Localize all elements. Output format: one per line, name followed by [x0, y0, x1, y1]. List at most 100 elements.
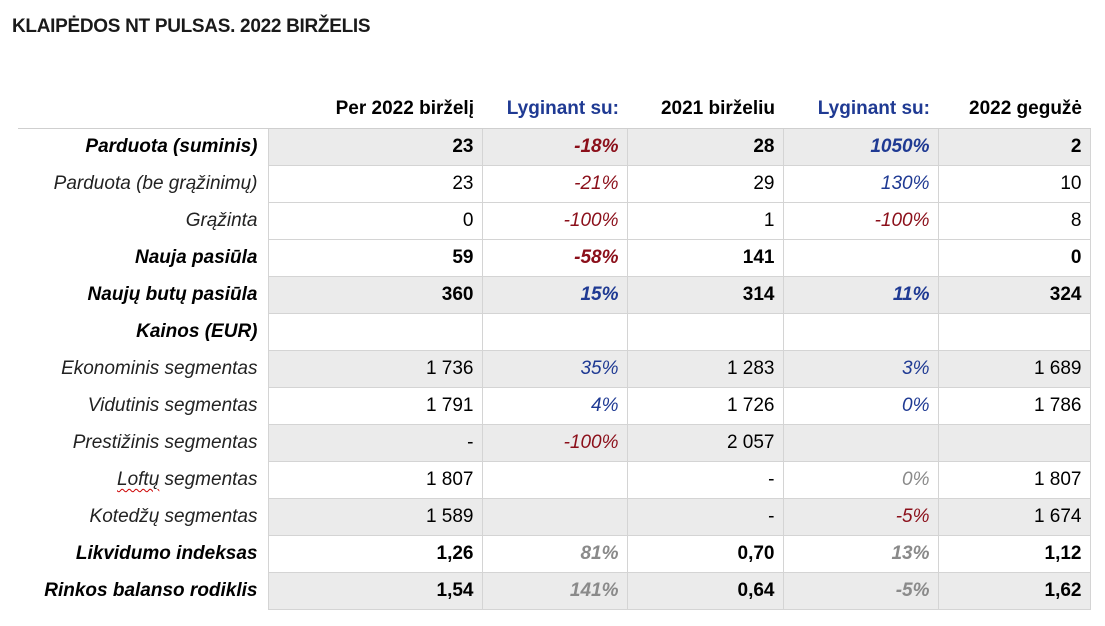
row-label: Parduota (suminis) — [85, 136, 258, 158]
row-label: Ekonominis segmentas — [61, 358, 258, 379]
cell-last-year: 314 — [626, 276, 784, 314]
page-title: KLAIPĖDOS NT PULSAS. 2022 BIRŽELIS — [12, 16, 371, 37]
cell-previous: 324 — [937, 276, 1091, 314]
table-row: Parduota (be grąžinimų) 23 -21% 29 130% … — [18, 165, 1091, 203]
cell-previous: 0 — [937, 239, 1091, 277]
header-row: Per 2022 birželį Lyginant su: 2021 birže… — [18, 90, 1090, 129]
cell-change-1 — [481, 461, 628, 499]
cell-current: 23 — [267, 165, 483, 203]
cell-last-year: 29 — [626, 165, 784, 203]
cell-current: 1 736 — [267, 350, 483, 388]
row-label: Loftų segmentas — [18, 462, 268, 499]
cell-last-year: 0,70 — [626, 535, 784, 573]
row-label: Parduota (be grąžinimų) — [53, 173, 258, 194]
cell-previous — [937, 313, 1091, 351]
cell-current: 1,54 — [267, 572, 483, 610]
cell-change-2 — [782, 424, 939, 462]
table-row: Naujų butų pasiūla 360 15% 314 11% 324 — [18, 276, 1091, 314]
row-label: Naujų butų pasiūla — [87, 284, 258, 305]
cell-change-1: 35% — [580, 358, 619, 379]
cell-last-year: - — [626, 498, 784, 536]
cell-change-1: -58% — [574, 247, 619, 268]
cell-last-year: 0,64 — [626, 572, 784, 610]
cell-previous: 1 807 — [937, 461, 1091, 499]
cell-last-year: 28 — [626, 128, 784, 166]
row-label: Likvidumo indeksas — [75, 543, 258, 564]
table-row: Kotedžų segmentas 1 589 - -5% 1 674 — [18, 498, 1091, 536]
cell-change-2: 0% — [902, 395, 930, 416]
cell-last-year — [626, 313, 784, 351]
header-blank — [18, 90, 268, 129]
header-previous-month: 2022 gegužė — [938, 90, 1090, 129]
cell-change-1: -100% — [563, 432, 619, 453]
table-row: Nauja pasiūla 59 -58% 141 0 — [18, 239, 1091, 277]
row-label: Rinkos balanso rodiklis — [44, 580, 258, 601]
row-label: Prestižinis segmentas — [72, 432, 258, 453]
cell-last-year: 2 057 — [626, 424, 784, 462]
cell-last-year: 1 283 — [626, 350, 784, 388]
table-row: Likvidumo indeksas 1,26 81% 0,70 13% 1,1… — [18, 535, 1091, 573]
row-label: Kotedžų segmentas — [89, 506, 258, 527]
cell-change-2: 13% — [891, 543, 930, 564]
table-row: Loftų segmentas 1 807 - 0% 1 807 — [18, 461, 1091, 499]
cell-last-year: - — [626, 461, 784, 499]
cell-change-1: 4% — [591, 395, 619, 416]
cell-change-2: -5% — [895, 580, 930, 601]
row-label: Kainos (EUR) — [136, 321, 258, 342]
cell-current: 1 589 — [267, 498, 483, 536]
row-label: Nauja pasiūla — [135, 247, 258, 268]
cell-current: 59 — [267, 239, 483, 277]
cell-current: 1 807 — [267, 461, 483, 499]
cell-change-1: 81% — [580, 543, 619, 564]
cell-previous: 1,12 — [937, 535, 1091, 573]
table-row: Grąžinta 0 -100% 1 -100% 8 — [18, 202, 1091, 240]
row-label: Vidutinis segmentas — [87, 395, 258, 416]
cell-current: 23 — [267, 128, 483, 166]
cell-change-1: -21% — [574, 173, 619, 194]
row-label-misspelled-word: Loftų — [117, 469, 160, 490]
cell-change-2: 3% — [902, 358, 930, 379]
cell-change-1: 15% — [580, 284, 619, 305]
header-compare-1: Lyginant su: — [482, 90, 627, 129]
cell-change-1: 141% — [569, 580, 619, 601]
table-row: Parduota (suminis) 23 -18% 28 1050% 2 — [18, 128, 1091, 166]
cell-current: - — [267, 424, 483, 462]
cell-previous: 10 — [937, 165, 1091, 203]
header-last-year: 2021 birželiu — [627, 90, 783, 129]
table-row: Prestižinis segmentas - -100% 2 057 — [18, 424, 1091, 462]
header-compare-2: Lyginant su: — [783, 90, 938, 129]
cell-change-1: -100% — [563, 210, 619, 231]
cell-change-2: 1050% — [870, 136, 930, 157]
header-current-period: Per 2022 birželį — [268, 90, 482, 129]
cell-change-1 — [481, 498, 628, 536]
cell-previous: 1 674 — [937, 498, 1091, 536]
cell-previous: 1 786 — [937, 387, 1091, 425]
table-row: Ekonominis segmentas 1 736 35% 1 283 3% … — [18, 350, 1091, 388]
cell-current: 1 791 — [267, 387, 483, 425]
cell-previous: 2 — [937, 128, 1091, 166]
cell-last-year: 141 — [626, 239, 784, 277]
cell-change-1 — [481, 313, 628, 351]
table-row: Vidutinis segmentas 1 791 4% 1 726 0% 1 … — [18, 387, 1091, 425]
cell-previous: 1 689 — [937, 350, 1091, 388]
cell-change-2: 130% — [880, 173, 930, 194]
cell-change-2: -100% — [874, 210, 930, 231]
cell-current: 0 — [267, 202, 483, 240]
cell-previous — [937, 424, 1091, 462]
cell-change-2: 0% — [902, 469, 930, 490]
cell-current — [267, 313, 483, 351]
market-pulse-table: Per 2022 birželį Lyginant su: 2021 birže… — [18, 90, 1091, 610]
cell-change-2: -5% — [895, 506, 930, 527]
cell-change-2: 11% — [892, 284, 930, 305]
row-label-rest: segmentas — [159, 469, 258, 490]
cell-previous: 1,62 — [937, 572, 1091, 610]
row-label: Grąžinta — [185, 210, 258, 231]
cell-last-year: 1 — [626, 202, 784, 240]
cell-change-2 — [782, 313, 939, 351]
cell-current: 360 — [267, 276, 483, 314]
cell-change-1: -18% — [574, 136, 619, 157]
cell-current: 1,26 — [267, 535, 483, 573]
table-row: Kainos (EUR) — [18, 313, 1091, 351]
cell-last-year: 1 726 — [626, 387, 784, 425]
cell-previous: 8 — [937, 202, 1091, 240]
